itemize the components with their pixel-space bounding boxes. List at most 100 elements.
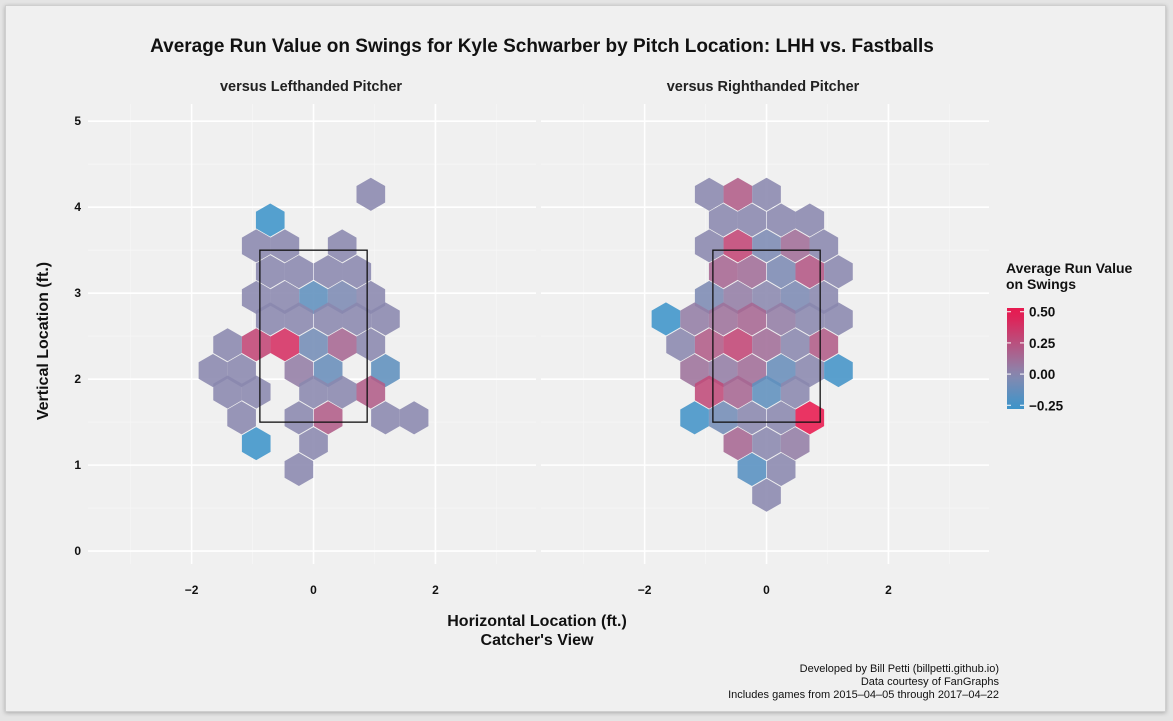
- hex-bin: [752, 375, 781, 409]
- hex-bin: [356, 177, 386, 211]
- hex-bin: [284, 354, 314, 388]
- y-tick-label: 1: [74, 458, 81, 472]
- hex-bin: [795, 401, 825, 435]
- hex-bin: [356, 280, 386, 314]
- hex-bin: [371, 354, 400, 388]
- y-tick-label: 5: [74, 114, 81, 128]
- hex-bin: [752, 328, 781, 362]
- hex-bin: [213, 375, 242, 409]
- y-tick-label: 2: [74, 372, 81, 386]
- hex-bin: [371, 302, 400, 336]
- legend-tick-label: 0.00: [1029, 367, 1055, 382]
- hex-bin: [795, 302, 825, 336]
- hex-bin: [313, 354, 343, 388]
- hex-bin: [241, 280, 271, 314]
- hex-bin: [241, 375, 271, 409]
- hex-bin: [651, 302, 681, 336]
- hex-bin: [327, 229, 357, 263]
- hex-bin: [795, 255, 825, 289]
- facet-label-left: versus Lefthanded Pitcher: [220, 79, 402, 95]
- hex-bin: [255, 203, 285, 237]
- hex-bin: [680, 354, 709, 388]
- x-tick-label: −2: [638, 583, 652, 597]
- hex-bin: [708, 302, 738, 336]
- hex-bin: [708, 255, 738, 289]
- x-axis-title: Horizontal Location (ft.): [447, 613, 627, 630]
- hex-bin: [780, 375, 810, 409]
- y-tick-label: 3: [74, 286, 81, 300]
- hex-bin: [327, 280, 357, 314]
- hex-bin: [284, 401, 314, 435]
- hex-bin: [752, 229, 781, 263]
- hex-bin: [299, 375, 328, 409]
- facet-panel-left: [88, 104, 536, 564]
- hex-bin: [356, 328, 386, 362]
- hex-bin: [780, 229, 810, 263]
- hex-bin: [766, 452, 796, 486]
- legend-tick-label: 0.25: [1029, 336, 1056, 351]
- hex-bin: [270, 328, 300, 362]
- hex-bin: [313, 401, 343, 435]
- y-axis-title: Vertical Location (ft.): [35, 262, 52, 420]
- hex-bin: [737, 302, 767, 336]
- hex-bin: [284, 302, 314, 336]
- legend-title-line2: on Swings: [1006, 276, 1076, 292]
- hex-bin: [299, 427, 328, 461]
- hex-bin: [723, 427, 753, 461]
- chart-title: Average Run Value on Swings for Kyle Sch…: [150, 36, 934, 57]
- strike-zone: [259, 249, 368, 423]
- hex-bin: [780, 328, 810, 362]
- hex-bin: [284, 255, 314, 289]
- hex-bin: [809, 328, 839, 362]
- chart-svg: Average Run Value on Swings for Kyle Sch…: [35, 36, 1133, 701]
- hex-bin: [680, 302, 709, 336]
- hex-bin: [227, 401, 256, 435]
- hex-bin: [694, 177, 724, 211]
- legend-colorbar: [1007, 308, 1024, 409]
- hex-bin: [737, 354, 767, 388]
- hex-bin: [766, 255, 796, 289]
- hex-bin: [299, 280, 328, 314]
- hex-bin: [824, 354, 853, 388]
- hex-bin: [795, 203, 825, 237]
- hex-bin: [752, 478, 781, 512]
- hex-bin: [241, 328, 271, 362]
- hex-bin: [666, 328, 695, 362]
- hex-bin: [241, 229, 271, 263]
- hex-bin: [766, 354, 796, 388]
- hex-bin: [371, 401, 400, 435]
- x-tick-label: −2: [185, 583, 199, 597]
- hex-bin: [213, 328, 242, 362]
- facet-panel-right: [541, 104, 989, 564]
- hex-bin: [356, 375, 386, 409]
- caption-line-1: Developed by Bill Petti (billpetti.githu…: [800, 663, 999, 675]
- hex-bin: [766, 302, 796, 336]
- hex-bin: [255, 302, 285, 336]
- hex-bin: [708, 203, 738, 237]
- x-tick-labels: −2 0 2 −2 0 2: [185, 583, 892, 597]
- hex-bin: [809, 229, 839, 263]
- hex-bin: [270, 280, 300, 314]
- hex-bin: [737, 203, 767, 237]
- hex-bin: [723, 229, 753, 263]
- hex-bin: [342, 255, 372, 289]
- hex-bin: [694, 375, 724, 409]
- hex-bin: [198, 354, 228, 388]
- hex-bin: [680, 401, 709, 435]
- hex-bin: [723, 280, 753, 314]
- hex-bin: [708, 401, 738, 435]
- hex-bin: [752, 280, 781, 314]
- chart-frame: Average Run Value on Swings for Kyle Sch…: [5, 5, 1166, 712]
- y-tick-label: 4: [74, 200, 81, 214]
- x-tick-label: 2: [885, 583, 892, 597]
- legend-title-line1: Average Run Value: [1006, 260, 1133, 276]
- hex-bin: [694, 328, 724, 362]
- hex-bin: [399, 401, 429, 435]
- hex-bin: [327, 328, 357, 362]
- hex-bin: [270, 229, 300, 263]
- hex-bin: [824, 302, 853, 336]
- strike-zone: [712, 249, 821, 423]
- hex-bin: [737, 401, 767, 435]
- legend-tick-label: −0.25: [1029, 398, 1064, 413]
- hex-bin: [737, 452, 767, 486]
